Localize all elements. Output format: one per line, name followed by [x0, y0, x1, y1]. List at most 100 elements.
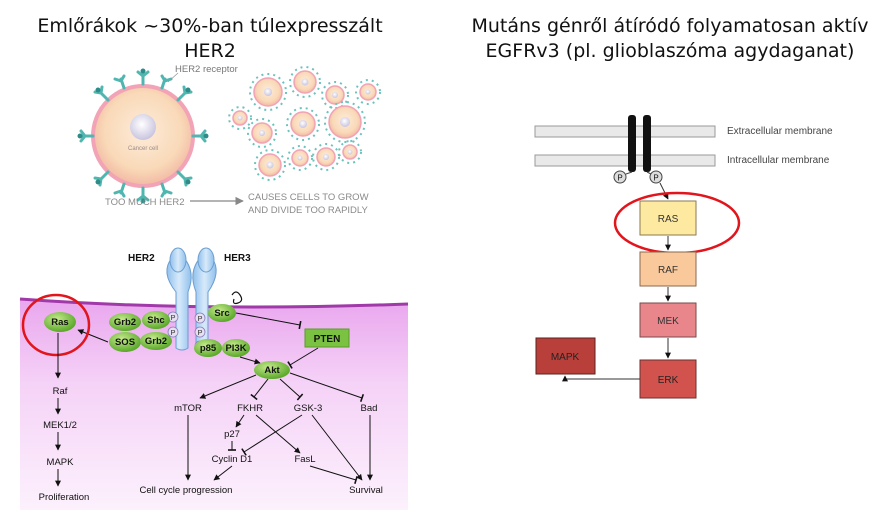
- her-receptor-dimer: [166, 247, 217, 351]
- receptor-to-ras: [659, 182, 669, 200]
- mek-label-right: MEK: [657, 316, 679, 327]
- svg-text:SOS: SOS: [115, 337, 135, 348]
- raf-box: [639, 251, 697, 287]
- proliferation-label: Proliferation: [39, 492, 90, 503]
- small-cell: [249, 73, 287, 111]
- phospho-site-right: [649, 170, 663, 184]
- pten-inhibits-akt: [287, 347, 319, 369]
- shc-node: [142, 311, 170, 329]
- src-node: [208, 304, 236, 322]
- ras-highlight-circle-left: [21, 293, 91, 357]
- fkhr-label: FKHR: [237, 403, 263, 414]
- bad-label: Bad: [361, 403, 378, 414]
- sos-node: [109, 332, 141, 352]
- erk-to-mapk: [562, 375, 640, 382]
- survival-label: Survival: [349, 485, 383, 496]
- adaptor-complex: Grb2 Shc SOS Grb2 Src p85 PI3K: [109, 304, 250, 357]
- her2-receptor-shape: [166, 257, 192, 351]
- svg-text:P: P: [170, 313, 175, 322]
- grb2-top-node: [109, 313, 141, 331]
- phospho-site-left: [613, 170, 627, 184]
- svg-text:P: P: [170, 328, 175, 337]
- small-cell: [228, 106, 252, 130]
- right-panel-title: Mutáns génről átíródó folyamatosan aktív…: [455, 14, 885, 64]
- her3-label: HER3: [224, 253, 251, 264]
- effect-label-line-1: CAUSES CELLS TO GROW: [248, 192, 369, 203]
- receptor-pointer: [167, 72, 179, 83]
- her2-signaling-pathway: HER2 HER3 P P P P P Grb2 Shc SOS Grb2 Sr…: [19, 247, 409, 510]
- egfrv3-pathway: Extracellular membrane Intracellular mem…: [534, 115, 833, 399]
- intracellular-membrane: [534, 154, 716, 167]
- mtor-label: mTOR: [174, 403, 202, 414]
- cell-nucleus: [130, 114, 156, 140]
- effect-label-line-2: AND DIVIDE TOO RAPIDLY: [248, 205, 368, 216]
- small-cell: [254, 149, 286, 181]
- pi3k-to-akt: [239, 356, 261, 365]
- sos-to-ras: [77, 329, 109, 343]
- mek-box: [639, 302, 697, 338]
- her2-receptor-label: HER2 receptor: [175, 64, 238, 75]
- mapk-label-right: MAPK: [551, 352, 580, 363]
- small-cell: [247, 118, 277, 148]
- cell-cycle-label: Cell cycle progression: [140, 485, 233, 496]
- raf-label-right: RAF: [658, 265, 678, 276]
- ras-label-right: RAS: [658, 214, 679, 225]
- svg-text:Src: Src: [214, 308, 229, 319]
- small-cell: [312, 143, 340, 171]
- akt-label: Akt: [264, 365, 280, 376]
- src-tail: [231, 291, 243, 305]
- svg-text:Grb2: Grb2: [145, 336, 167, 347]
- svg-text:P: P: [653, 174, 658, 183]
- erk-label-right: ERK: [658, 375, 679, 386]
- small-cell: [324, 101, 366, 143]
- small-cell: [338, 140, 362, 164]
- ras-box: [639, 200, 697, 236]
- p85-node: [194, 339, 222, 357]
- intracellular-label: Intracellular membrane: [727, 155, 830, 166]
- cancer-cell-label: Cancer cell: [128, 146, 158, 152]
- p27-label: p27: [224, 429, 240, 440]
- right-title-line-1: Mutáns génről átíródó folyamatosan aktív: [471, 15, 869, 37]
- svg-text:P: P: [197, 328, 202, 337]
- small-cell: [286, 107, 320, 141]
- her2-cell-illustration: Cancer cell HER2 receptor: [77, 64, 381, 216]
- egfrv3-receptor-right: [643, 115, 651, 172]
- svg-text:P: P: [197, 314, 202, 323]
- small-cell: [287, 145, 313, 171]
- ras-label-left: Ras: [51, 317, 68, 328]
- mapk-cascade-left: Raf MEK1/2 MAPK Proliferation: [39, 333, 90, 503]
- small-cell: [289, 66, 321, 98]
- mapk-box: [535, 337, 596, 375]
- fasl-label: FasL: [294, 454, 315, 465]
- right-title-line-2: EGFRv3 (pl. glioblaszóma agydaganat): [485, 40, 855, 62]
- her2-receptor-dots: [77, 68, 209, 204]
- gsk3-label: GSK-3: [294, 403, 323, 414]
- left-panel-title: Emlőrákok ~30%-ban túlexpresszált HER2: [37, 15, 383, 62]
- svg-text:Shc: Shc: [147, 315, 164, 326]
- pten-node: [304, 328, 350, 348]
- akt-node: [254, 361, 290, 379]
- her2-label: HER2: [128, 253, 155, 264]
- small-cell: [355, 79, 381, 105]
- ras-node: [44, 312, 76, 332]
- raf-label-left: Raf: [53, 386, 68, 397]
- small-cell: [321, 81, 349, 109]
- cause-label: TOO MUCH HER2: [105, 197, 185, 208]
- svg-text:Grb2: Grb2: [114, 317, 136, 328]
- akt-targets: mTOR FKHR GSK-3 Bad p27 Cyclin D1 FasL C…: [140, 372, 383, 496]
- svg-text:p85: p85: [200, 343, 217, 354]
- extracellular-membrane: [534, 125, 716, 138]
- svg-text:P: P: [617, 174, 622, 183]
- egfrv3-receptor-left: [628, 115, 636, 172]
- pten-label: PTEN: [314, 334, 341, 345]
- extracellular-label: Extracellular membrane: [727, 126, 833, 137]
- dividing-cells-cluster: [228, 66, 381, 181]
- grb2-bottom-node: [140, 332, 172, 350]
- cyclin-d1-label: Cyclin D1: [212, 454, 253, 465]
- pi3k-node: [222, 339, 250, 357]
- erk-box: [639, 359, 697, 399]
- mek-label-left: MEK1/2: [43, 420, 77, 431]
- her2-receptors: [79, 70, 207, 202]
- mapk-label-left: MAPK: [47, 457, 75, 468]
